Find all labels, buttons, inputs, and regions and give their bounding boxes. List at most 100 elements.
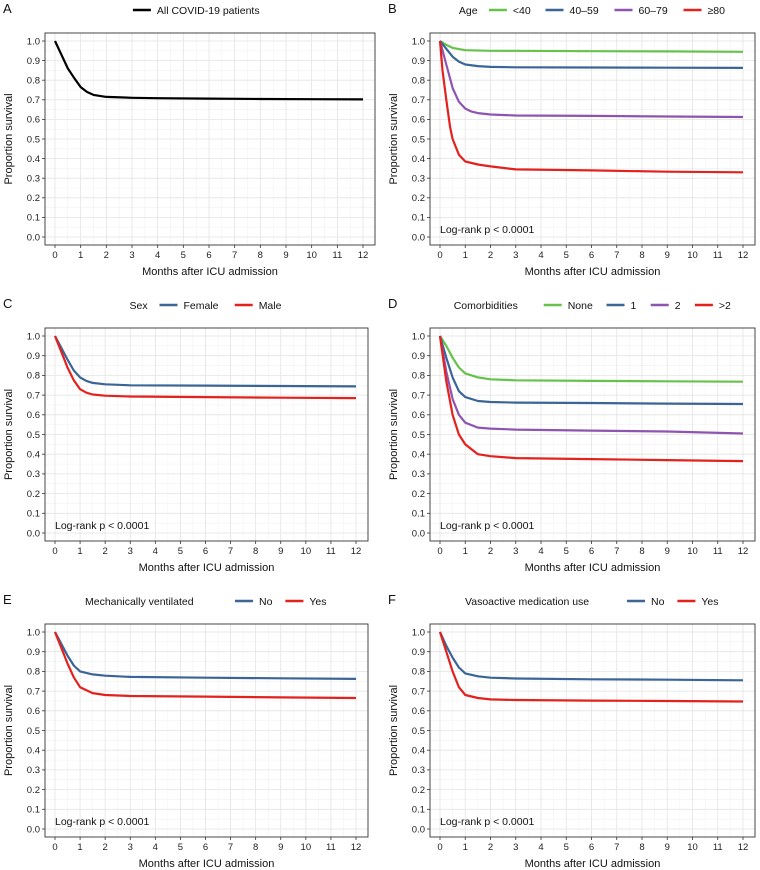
- x-axis-title: Months after ICU admission: [525, 858, 661, 870]
- legend: Age <40 40–59 60–79 ≥80: [459, 5, 725, 17]
- x-tick-label: 7: [614, 842, 619, 853]
- legend-label: All COVID-19 patients: [157, 5, 260, 17]
- x-tick-label: 0: [52, 546, 57, 557]
- y-tick-label: 0.8: [27, 76, 40, 87]
- y-tick-label: 0.3: [27, 174, 40, 185]
- x-tick-label: 4: [538, 250, 543, 261]
- x-tick-label: 5: [564, 546, 569, 557]
- x-axis-title: Months after ICU admission: [142, 266, 278, 278]
- x-tick-label: 7: [228, 546, 233, 557]
- x-tick-label: 12: [358, 250, 369, 261]
- y-tick-label: 0.4: [27, 450, 40, 461]
- x-tick-label: 1: [463, 250, 468, 261]
- x-tick-label: 5: [178, 546, 183, 557]
- x-tick-label: 4: [153, 546, 158, 557]
- series-line: [438, 40, 744, 119]
- y-tick-label: 0.2: [27, 489, 40, 500]
- x-tick-label: 12: [738, 842, 749, 853]
- x-tick-label: 3: [128, 546, 133, 557]
- y-tick-label: 0.6: [412, 410, 425, 421]
- y-tick-label: 0.3: [412, 765, 425, 776]
- x-tick-label: 8: [253, 546, 258, 557]
- y-tick-label: 0.7: [27, 686, 40, 697]
- x-tick-label: 7: [228, 842, 233, 853]
- x-tick-label: 9: [283, 250, 288, 261]
- y-tick-label: 0.0: [412, 232, 425, 243]
- x-tick-label: 0: [52, 250, 57, 261]
- y-tick-label: 0.4: [412, 746, 425, 757]
- series-line: [439, 335, 744, 383]
- x-tick-label: 1: [463, 546, 468, 557]
- series-line: [54, 335, 357, 388]
- x-tick-label: 5: [178, 842, 183, 853]
- legend: Vasoactive medication use No Yes: [465, 596, 719, 608]
- x-tick-label: 1: [78, 250, 83, 261]
- legend-title: Sex: [130, 300, 149, 312]
- x-tick-label: 6: [203, 842, 208, 853]
- x-tick-label: 5: [181, 250, 186, 261]
- legend-label: Male: [259, 300, 282, 312]
- x-tick-label: 1: [463, 842, 468, 853]
- x-tick-label: 2: [488, 546, 493, 557]
- panel-b: 0 1 2 3 4 5 6 7 8 9 10 11 120.00.10.20.30.40.50.60.7…: [388, 1, 756, 278]
- series-line: [438, 335, 744, 463]
- x-tick-label: 1: [77, 546, 82, 557]
- x-tick-label: 0: [52, 842, 57, 853]
- plot-border: [429, 623, 756, 838]
- x-tick-label: 2: [104, 250, 109, 261]
- x-tick-label: 9: [278, 546, 283, 557]
- y-tick-label: 0.4: [27, 746, 40, 757]
- y-tick-label: 0.8: [27, 667, 40, 678]
- plot-border: [429, 32, 756, 246]
- series-line: [54, 631, 357, 680]
- logrank-annotation: Log-rank p < 0.0001: [55, 816, 149, 828]
- x-tick-label: 8: [639, 546, 644, 557]
- y-tick-label: 0.8: [27, 371, 40, 382]
- y-tick-label: 0.9: [412, 351, 425, 362]
- y-axis-title: Proportion survival: [3, 93, 15, 184]
- x-tick-label: 7: [614, 250, 619, 261]
- x-tick-label: 12: [351, 546, 362, 557]
- x-tick-label: 3: [513, 546, 518, 557]
- y-tick-label: 0.9: [27, 351, 40, 362]
- x-tick-label: 6: [203, 546, 208, 557]
- plot-border: [44, 327, 369, 542]
- legend-title: Mechanically ventilated: [85, 596, 194, 608]
- y-tick-label: 0.5: [27, 134, 40, 145]
- legend-label: 1: [631, 300, 637, 312]
- plot-border: [44, 623, 369, 838]
- y-tick-label: 0.0: [412, 528, 425, 539]
- x-tick-label: 9: [665, 546, 670, 557]
- y-tick-label: 0.3: [412, 174, 425, 185]
- y-tick-label: 0.5: [412, 134, 425, 145]
- x-tick-label: 10: [687, 842, 698, 853]
- y-tick-label: 0.6: [412, 115, 425, 126]
- x-tick-label: 5: [564, 842, 569, 853]
- series-line: [438, 335, 744, 406]
- y-tick-label: 0.6: [412, 706, 425, 717]
- y-tick-label: 0.7: [412, 686, 425, 697]
- y-axis-title: Proportion survival: [388, 93, 400, 184]
- legend-title: Vasoactive medication use: [465, 596, 589, 608]
- panel-label: F: [388, 592, 396, 607]
- legend-label: None: [568, 300, 593, 312]
- x-axis-title: Months after ICU admission: [525, 266, 661, 278]
- y-tick-label: 0.6: [27, 706, 40, 717]
- y-tick-label: 0.1: [27, 509, 40, 520]
- x-tick-label: 4: [538, 546, 543, 557]
- x-tick-label: 10: [687, 250, 698, 261]
- x-tick-label: 8: [639, 250, 644, 261]
- y-tick-label: 0.7: [412, 95, 425, 106]
- panel-label: D: [388, 296, 397, 311]
- x-axis-title: Months after ICU admission: [139, 562, 275, 574]
- y-tick-label: 0.2: [27, 193, 40, 204]
- y-tick-label: 0.3: [27, 765, 40, 776]
- series-line: [438, 335, 744, 435]
- y-tick-label: 1.0: [412, 331, 425, 342]
- logrank-annotation: Log-rank p < 0.0001: [55, 520, 149, 532]
- x-axis-title: Months after ICU admission: [139, 858, 275, 870]
- x-tick-label: 6: [589, 546, 594, 557]
- x-tick-label: 8: [639, 842, 644, 853]
- x-tick-label: 3: [513, 842, 518, 853]
- x-tick-label: 9: [278, 842, 283, 853]
